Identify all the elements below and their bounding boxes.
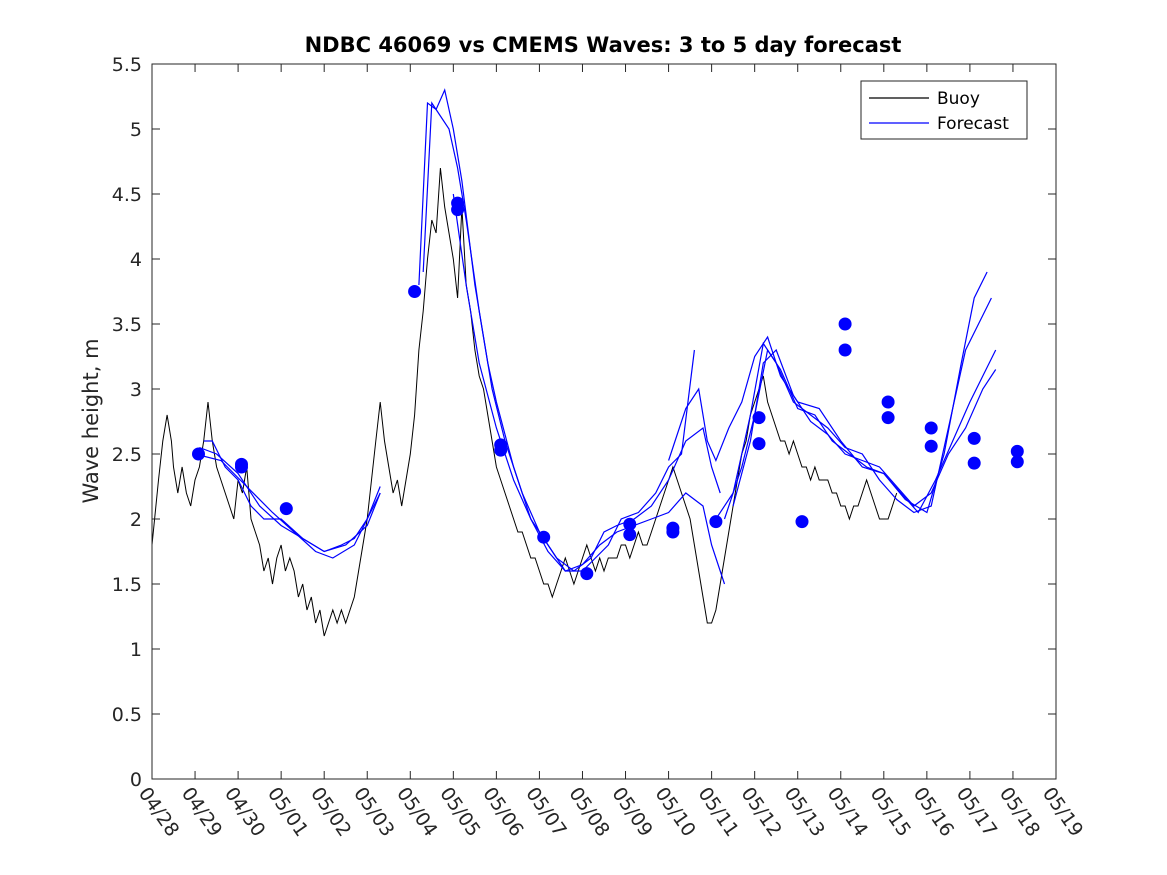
forecast-marker-11 [580,567,594,581]
y-tick-label: 1 [130,639,142,661]
y-tick-label: 5 [130,119,142,141]
forecast-marker-21 [838,343,852,357]
y-tick-label: 1.5 [112,574,142,596]
legend-box [860,80,1028,140]
buoy-series-line [152,167,898,637]
y-tick-label: 0 [130,769,142,791]
forecast-marker-22 [881,395,895,409]
forecast-marker-15 [666,525,680,539]
forecast-marker-16 [709,515,723,529]
forecast-marker-19 [795,515,809,529]
forecast-marker-24 [924,421,938,435]
forecast-marker-17 [752,437,766,451]
forecast-marker-9 [494,443,508,457]
forecast-series-line-1 [203,440,381,553]
y-tick-label: 2 [130,509,142,531]
forecast-marker-20 [838,317,852,331]
forecast-series-line-6 [452,193,726,585]
plot-area [152,88,1024,637]
axes-box [151,63,1057,780]
forecast-marker-18 [752,411,766,425]
chart-title: NDBC 46069 vs CMEMS Waves: 3 to 5 day fo… [305,33,902,57]
forecast-marker-26 [967,431,981,445]
forecast-marker-13 [623,528,637,542]
legend-label-buoy: Buoy [937,89,980,109]
forecast-series-line-8 [715,297,992,520]
y-tick-label: 4 [130,249,142,271]
forecast-series-line-3 [194,453,381,559]
forecast-marker-1 [192,447,205,461]
legend-label-forecast: Forecast [937,114,1009,134]
forecast-marker-5 [408,285,422,298]
forecast-marker-23 [881,411,895,425]
forecast-series-line-10 [732,348,997,507]
y-tick-label: 5.5 [112,54,142,76]
y-tick-label: 3.5 [112,314,142,336]
forecast-series-line-5 [422,101,721,572]
y-axis-label: Wave height, m [79,338,103,503]
legend: Buoy Forecast [860,80,1028,140]
forecast-marker-3 [235,460,248,474]
forecast-marker-29 [1010,455,1024,469]
forecast-marker-25 [924,439,938,453]
y-tick-label: 3 [130,379,142,401]
forecast-marker-4 [279,502,293,516]
forecast-marker-27 [967,456,981,470]
forecast-series-line-2 [199,446,381,553]
forecast-marker-10 [537,530,551,544]
y-tick-label: 2.5 [112,444,142,466]
y-tick-label: 0.5 [112,704,142,726]
forecast-marker-7 [451,203,465,217]
y-tick-label: 4.5 [112,184,142,206]
